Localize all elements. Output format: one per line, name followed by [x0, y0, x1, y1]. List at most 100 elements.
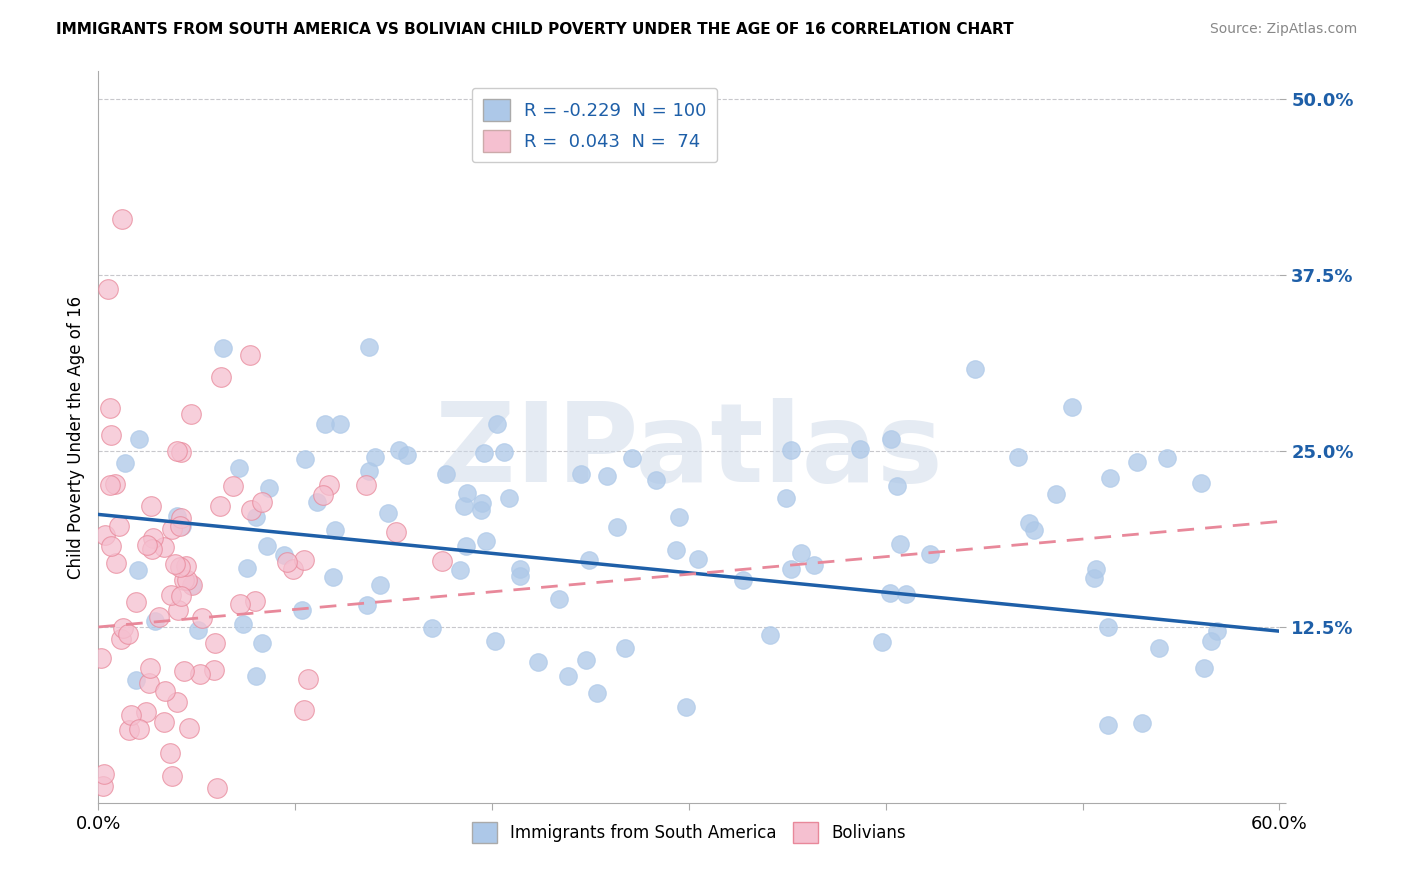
Point	[471, 496, 494, 510]
Point	[1018, 516, 1040, 530]
Point	[368, 578, 391, 592]
Point	[377, 506, 399, 520]
Point	[322, 570, 344, 584]
Point	[105, 557, 128, 571]
Point	[803, 558, 825, 572]
Point	[620, 450, 643, 465]
Point	[614, 640, 637, 655]
Point	[1007, 450, 1029, 464]
Point	[212, 342, 235, 356]
Point	[112, 621, 135, 635]
Point	[118, 723, 141, 737]
Point	[181, 578, 204, 592]
Point	[191, 611, 214, 625]
Point	[259, 481, 281, 495]
Point	[180, 407, 202, 421]
Point	[108, 519, 131, 533]
Point	[733, 573, 755, 587]
Point	[245, 593, 267, 607]
Point	[165, 557, 187, 571]
Point	[484, 633, 506, 648]
Point	[160, 588, 183, 602]
Point	[886, 478, 908, 492]
Point	[229, 597, 252, 611]
Point	[125, 594, 148, 608]
Point	[166, 444, 188, 458]
Point	[1099, 471, 1122, 485]
Point	[245, 509, 267, 524]
Point	[492, 444, 515, 458]
Point	[186, 623, 208, 637]
Point	[675, 700, 697, 714]
Point	[780, 443, 803, 458]
Point	[889, 537, 911, 551]
Point	[1126, 455, 1149, 469]
Point	[292, 702, 315, 716]
Point	[155, 684, 177, 698]
Point	[222, 479, 245, 493]
Point	[291, 603, 314, 617]
Y-axis label: Child Poverty Under the Age of 16: Child Poverty Under the Age of 16	[66, 295, 84, 579]
Point	[98, 401, 121, 416]
Point	[173, 573, 195, 587]
Point	[173, 664, 195, 678]
Point	[668, 510, 690, 524]
Point	[894, 587, 917, 601]
Point	[111, 212, 134, 227]
Point	[434, 467, 457, 481]
Point	[453, 499, 475, 513]
Point	[166, 508, 188, 523]
Point	[509, 562, 531, 576]
Point	[169, 559, 191, 574]
Point	[181, 578, 204, 592]
Point	[472, 446, 495, 460]
Point	[879, 586, 901, 600]
Point	[245, 668, 267, 682]
Point	[384, 525, 406, 540]
Point	[135, 706, 157, 720]
Point	[110, 632, 132, 646]
Point	[1149, 640, 1171, 655]
Point	[127, 563, 149, 577]
Point	[575, 653, 598, 667]
Point	[93, 767, 115, 781]
Point	[557, 669, 579, 683]
Point	[252, 635, 274, 649]
Point	[422, 621, 444, 635]
Point	[141, 541, 163, 556]
Point	[318, 478, 340, 492]
Point	[207, 781, 229, 796]
Point	[209, 369, 232, 384]
Point	[176, 573, 198, 587]
Point	[236, 561, 259, 575]
Point	[1097, 620, 1119, 634]
Point	[357, 340, 380, 354]
Point	[153, 714, 176, 729]
Point	[918, 547, 941, 561]
Point	[166, 695, 188, 709]
Point	[138, 676, 160, 690]
Point	[114, 456, 136, 470]
Point	[1045, 487, 1067, 501]
Point	[509, 568, 531, 582]
Point	[204, 636, 226, 650]
Point	[586, 686, 609, 700]
Point	[307, 494, 329, 508]
Point	[166, 603, 188, 617]
Point	[170, 589, 193, 603]
Point	[314, 417, 336, 432]
Point	[578, 552, 600, 566]
Point	[965, 362, 987, 376]
Point	[128, 432, 150, 446]
Point	[526, 656, 548, 670]
Legend: Immigrants from South America, Bolivians: Immigrants from South America, Bolivians	[465, 815, 912, 849]
Point	[281, 562, 304, 576]
Point	[470, 503, 492, 517]
Point	[104, 477, 127, 491]
Point	[125, 673, 148, 688]
Point	[256, 539, 278, 553]
Point	[228, 460, 250, 475]
Point	[1156, 450, 1178, 465]
Point	[170, 444, 193, 458]
Point	[880, 432, 903, 446]
